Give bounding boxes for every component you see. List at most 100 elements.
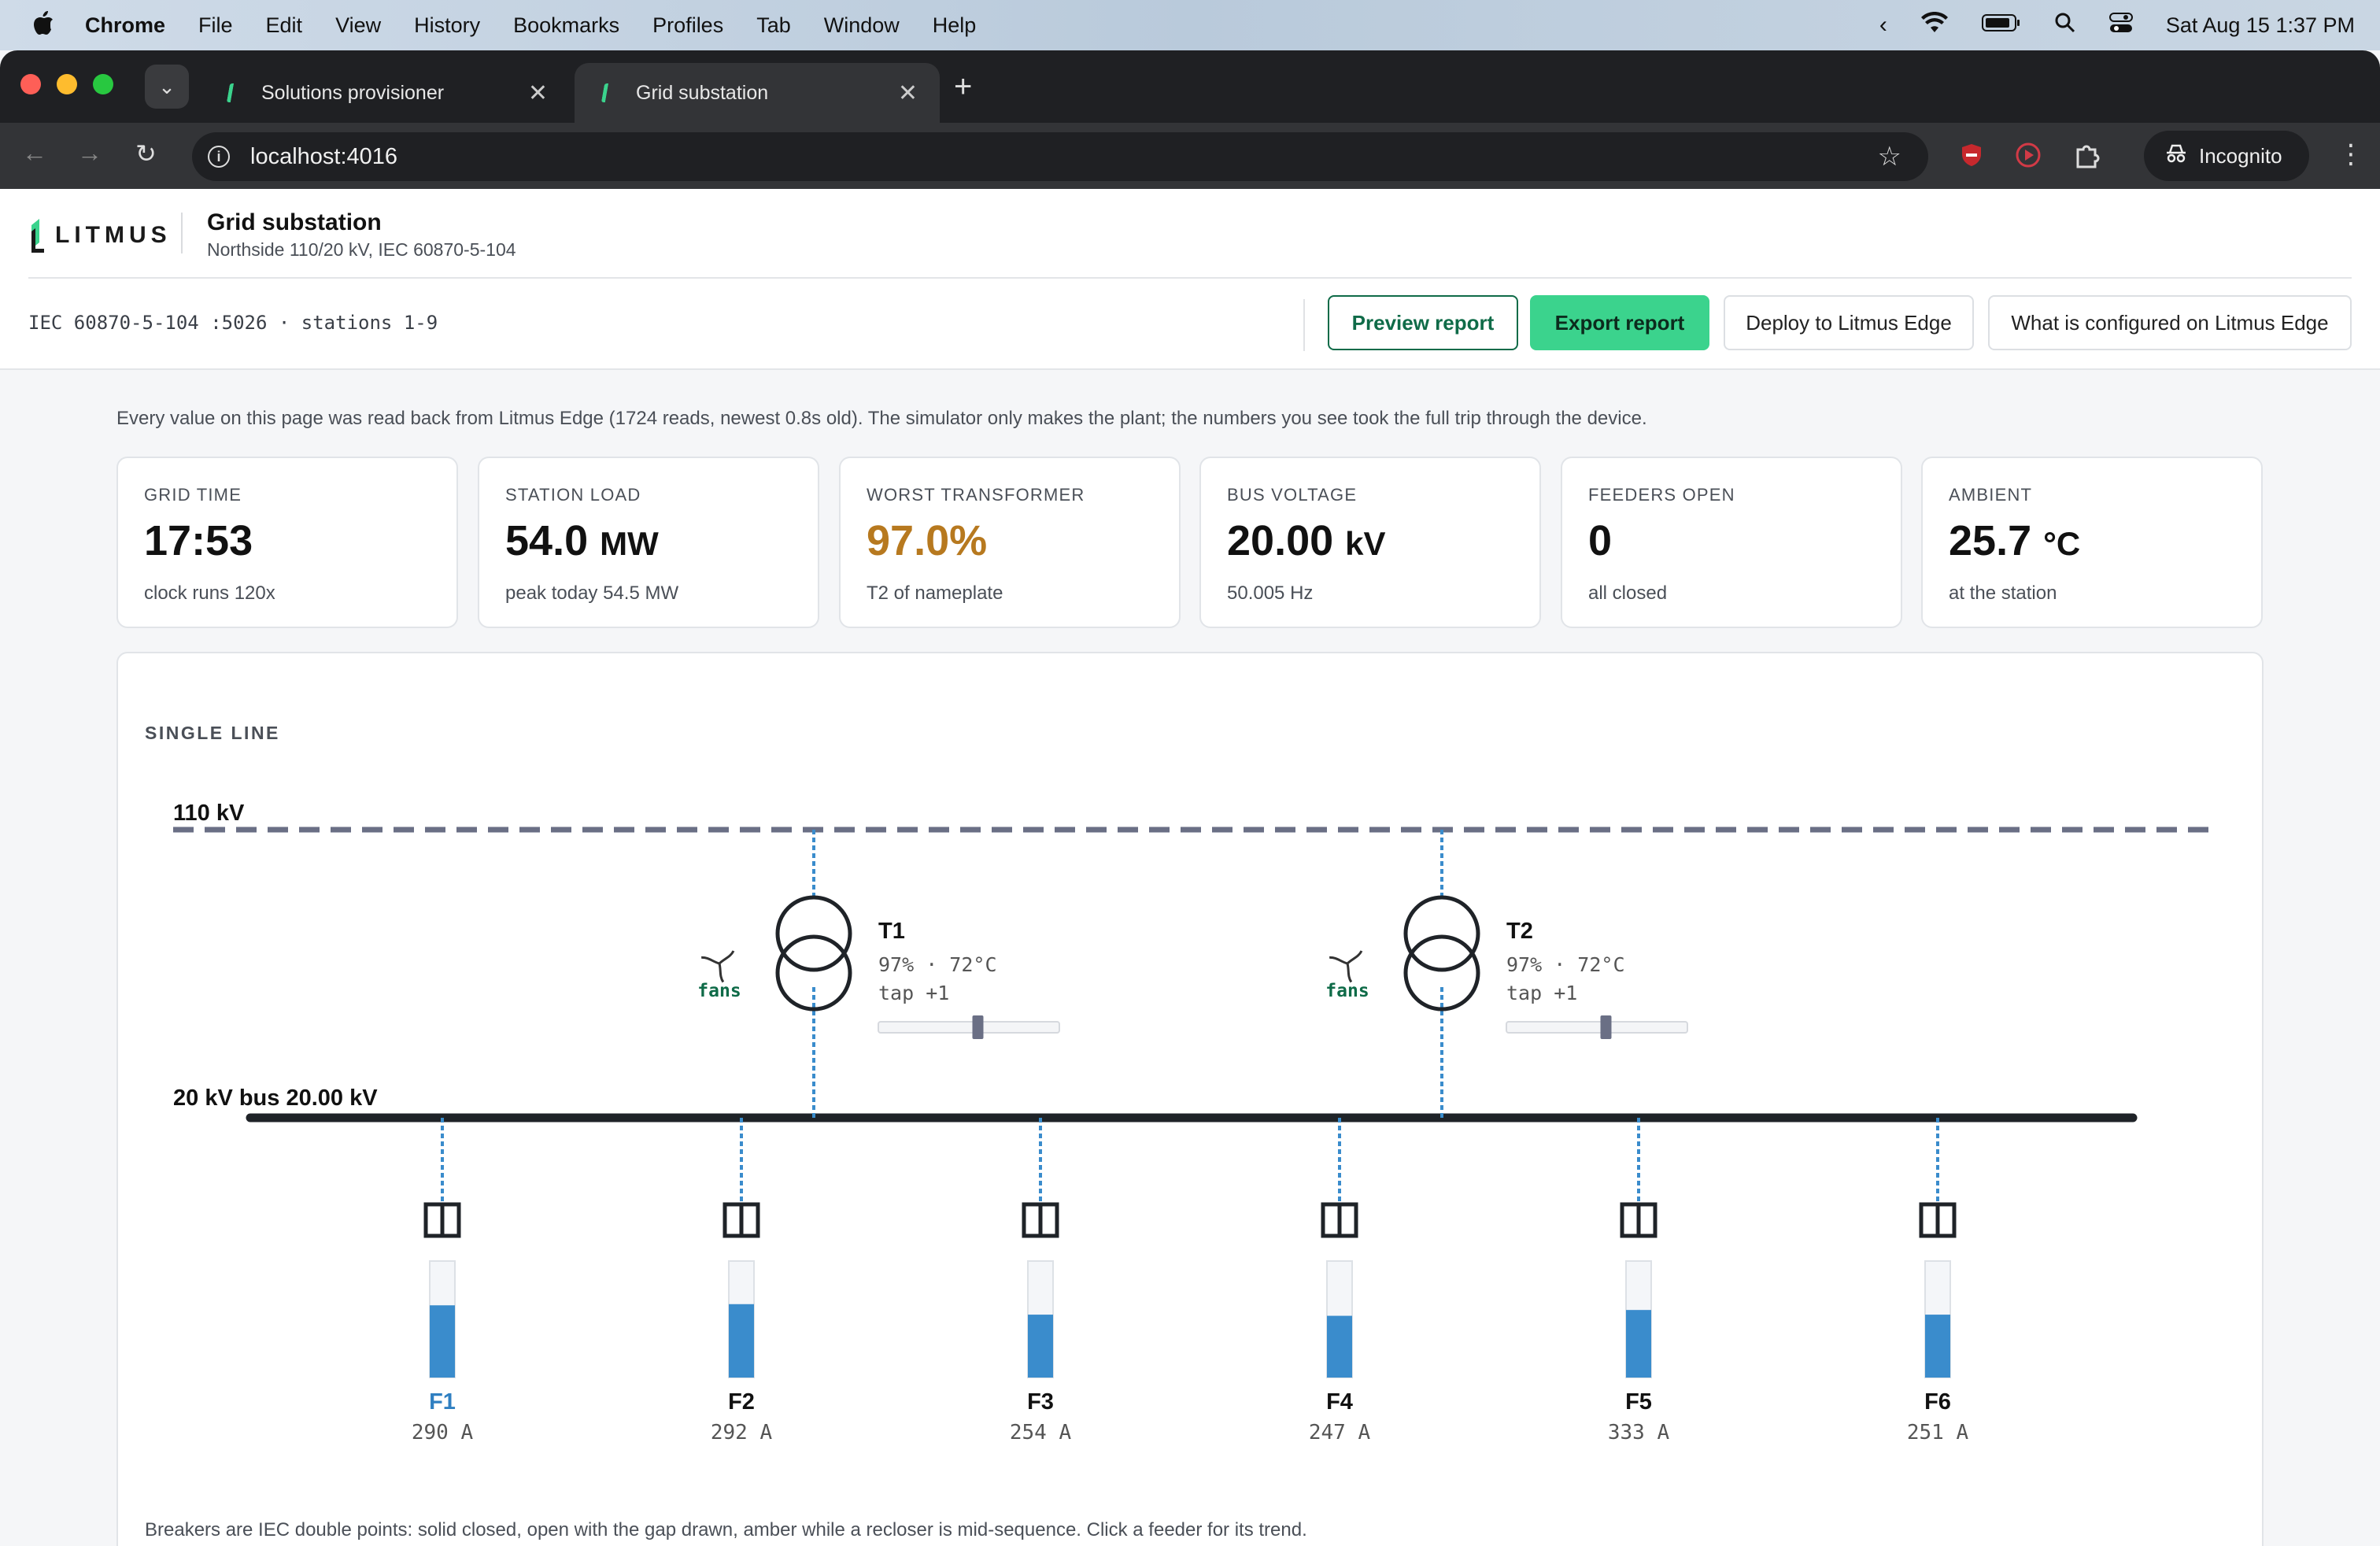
battery-icon[interactable] bbox=[1981, 13, 2021, 38]
transformer-secondary-winding[interactable] bbox=[775, 934, 852, 1012]
export-report-button[interactable]: Export report bbox=[1530, 295, 1709, 350]
site-info-icon[interactable]: i bbox=[208, 146, 230, 168]
browser-menu-icon[interactable]: ⋮ bbox=[2338, 139, 2364, 169]
kpi-subtext: peak today 54.5 MW bbox=[505, 583, 679, 604]
menu-edit[interactable]: Edit bbox=[265, 13, 303, 37]
kpi-label: GRID TIME bbox=[144, 485, 242, 505]
kpi-subtext: 50.005 Hz bbox=[1227, 583, 1314, 604]
kpi-value: 97.0% bbox=[867, 517, 988, 564]
browser-toolbar: ← → ↻ i localhost:4016 ☆ Incognito ⋮ bbox=[0, 123, 2380, 189]
litmus-logo[interactable]: LITMUS bbox=[28, 217, 172, 253]
menu-profiles[interactable]: Profiles bbox=[652, 13, 724, 37]
kpi-card-station-load: STATION LOAD 54.0 MW peak today 54.5 MW bbox=[478, 457, 819, 628]
transformer-name[interactable]: T1 bbox=[878, 919, 905, 944]
feeder-current: 247 A bbox=[1309, 1421, 1371, 1444]
kpi-value: 25.7 °C bbox=[1949, 517, 2081, 564]
feeder-name[interactable]: F2 bbox=[728, 1389, 755, 1415]
macos-menubar: Chrome File Edit View History Bookmarks … bbox=[0, 0, 2380, 50]
menu-tab[interactable]: Tab bbox=[756, 13, 791, 37]
wifi-icon[interactable] bbox=[1920, 11, 1949, 39]
single-line-diagram-card: SINGLE LINE 110 kV 20 kV bus 20.00 kV T1 97… bbox=[116, 652, 2264, 1546]
litmus-favicon-icon bbox=[601, 83, 615, 102]
tap-changer-thumb[interactable] bbox=[1600, 1015, 1612, 1039]
tab-search-dropdown[interactable]: ⌄ bbox=[145, 65, 189, 109]
kpi-card-ambient: AMBIENT 25.7 °C at the station bbox=[1921, 457, 2263, 628]
apple-icon[interactable] bbox=[31, 9, 63, 42]
menu-window[interactable]: Window bbox=[823, 13, 900, 37]
new-tab-plus-icon[interactable]: + bbox=[954, 69, 973, 104]
fans-label: fans bbox=[697, 981, 741, 1001]
extensions-puzzle-icon[interactable] bbox=[2073, 142, 2100, 168]
feeder-name[interactable]: F1 bbox=[429, 1389, 456, 1415]
transformer-tap: tap +1 bbox=[1506, 982, 1577, 1004]
window-close-button[interactable] bbox=[20, 74, 41, 94]
tab-close-icon[interactable]: ✕ bbox=[897, 80, 918, 106]
record-extension-icon[interactable] bbox=[2015, 142, 2042, 168]
feeder-name[interactable]: F3 bbox=[1027, 1389, 1054, 1415]
kpi-unit: MW bbox=[600, 525, 659, 562]
back-arrow-icon[interactable]: ← bbox=[22, 139, 47, 167]
feeder-name[interactable]: F6 bbox=[1924, 1389, 1951, 1415]
menu-bookmarks[interactable]: Bookmarks bbox=[513, 13, 620, 37]
menubar-clock[interactable]: Sat Aug 15 1:37 PM bbox=[2165, 13, 2355, 37]
menu-file[interactable]: File bbox=[198, 13, 233, 37]
tab-title: Grid substation bbox=[636, 81, 769, 104]
transformer-name[interactable]: T2 bbox=[1506, 919, 1533, 944]
feeder-load-fill[interactable] bbox=[1327, 1315, 1352, 1378]
button-divider bbox=[1303, 299, 1305, 351]
feeder-load-fill[interactable] bbox=[1626, 1310, 1651, 1378]
feeder-load-fill[interactable] bbox=[1028, 1315, 1053, 1378]
tab-solutions-provisioner[interactable]: Solutions provisioner ✕ bbox=[200, 63, 570, 123]
chevron-down-icon: ⌄ bbox=[158, 74, 176, 98]
forward-arrow-icon[interactable]: → bbox=[77, 139, 102, 167]
tap-changer-thumb[interactable] bbox=[972, 1015, 984, 1039]
transformer-stats: 97% · 72°C bbox=[878, 953, 997, 976]
control-center-icon[interactable] bbox=[2108, 12, 2133, 39]
kpi-subtext: all closed bbox=[1588, 583, 1668, 604]
menu-view[interactable]: View bbox=[335, 13, 382, 37]
section-heading: SINGLE LINE bbox=[145, 723, 280, 743]
breaker-legend-note: Breakers are IEC double points: solid cl… bbox=[145, 1519, 1307, 1540]
feeder-name[interactable]: F4 bbox=[1326, 1389, 1353, 1415]
menu-app-name[interactable]: Chrome bbox=[85, 13, 166, 37]
chevron-left-icon[interactable]: ‹ bbox=[1879, 12, 1887, 38]
url-text[interactable]: localhost:4016 bbox=[250, 143, 398, 169]
kpi-value: 20.00 kV bbox=[1227, 517, 1386, 564]
transformer-tap: tap +1 bbox=[878, 982, 949, 1004]
bookmark-star-icon[interactable]: ☆ bbox=[1877, 142, 1901, 172]
feeder-load-fill[interactable] bbox=[1925, 1315, 1950, 1378]
window-zoom-button[interactable] bbox=[93, 74, 113, 94]
incognito-profile-button[interactable]: Incognito bbox=[2144, 131, 2309, 181]
transformer-stats: 97% · 72°C bbox=[1506, 953, 1625, 976]
ublock-extension-icon[interactable] bbox=[1958, 142, 1985, 168]
kpi-subtext: clock runs 120x bbox=[144, 583, 275, 604]
feeder-load-fill[interactable] bbox=[729, 1304, 754, 1378]
kpi-subtext: T2 of nameplate bbox=[867, 583, 1003, 604]
tab-grid-substation[interactable]: Grid substation ✕ bbox=[575, 63, 940, 123]
kpi-label: STATION LOAD bbox=[505, 485, 641, 505]
header-rule bbox=[28, 277, 2352, 279]
transformer-secondary-winding[interactable] bbox=[1403, 934, 1480, 1012]
page-subtitle: Northside 110/20 kV, IEC 60870-5-104 bbox=[207, 239, 516, 260]
window-minimize-button[interactable] bbox=[57, 74, 77, 94]
feeder-current: 251 A bbox=[1907, 1421, 1969, 1444]
tab-close-icon[interactable]: ✕ bbox=[527, 80, 548, 106]
single-line-diagram: 110 kV 20 kV bus 20.00 kV T1 97% · 72°C tap … bbox=[173, 801, 2212, 1444]
tap-changer-track bbox=[1506, 1021, 1688, 1034]
deploy-to-litmus-edge-button[interactable]: Deploy to Litmus Edge bbox=[1724, 295, 1974, 350]
feeder-current: 292 A bbox=[711, 1421, 773, 1444]
reload-icon[interactable]: ↻ bbox=[135, 139, 157, 168]
preview-report-button[interactable]: Preview report bbox=[1328, 295, 1518, 350]
menu-history[interactable]: History bbox=[414, 13, 481, 37]
address-bar[interactable]: i localhost:4016 ☆ bbox=[192, 132, 1928, 181]
what-is-configured-button[interactable]: What is configured on Litmus Edge bbox=[1988, 295, 2352, 350]
kpi-subtext: at the station bbox=[1949, 583, 2057, 604]
feeder-current: 290 A bbox=[412, 1421, 474, 1444]
transformer-primary-winding[interactable] bbox=[1403, 895, 1480, 972]
feeder-name[interactable]: F5 bbox=[1625, 1389, 1652, 1415]
transformer-primary-winding[interactable] bbox=[775, 895, 852, 972]
kpi-label: AMBIENT bbox=[1949, 485, 2033, 505]
menu-help[interactable]: Help bbox=[932, 13, 977, 37]
feeder-load-fill[interactable] bbox=[430, 1305, 455, 1378]
spotlight-search-icon[interactable] bbox=[2054, 12, 2076, 39]
